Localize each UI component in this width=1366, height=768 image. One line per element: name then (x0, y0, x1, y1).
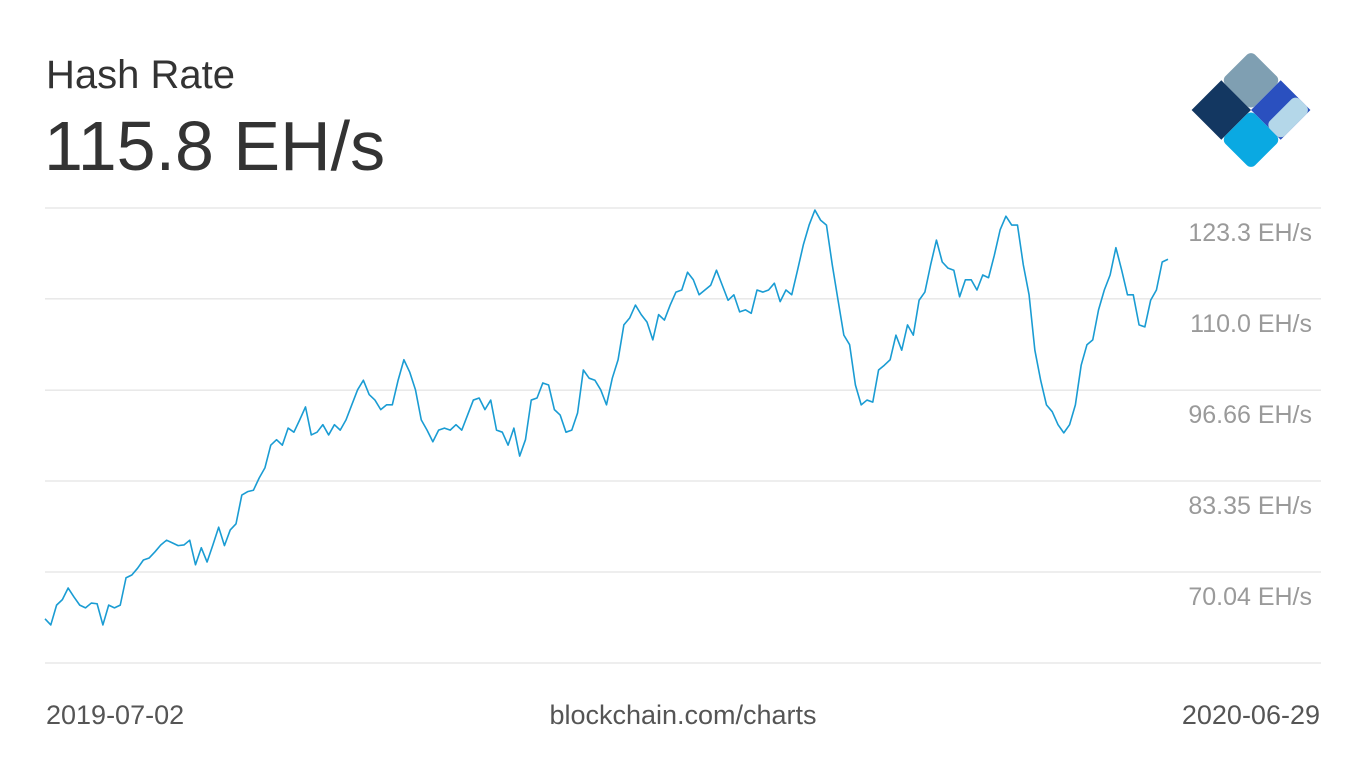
y-tick-label: 96.66 EH/s (1188, 401, 1312, 429)
y-tick-label: 83.35 EH/s (1188, 492, 1312, 520)
current-value: 115.8 EH/s (44, 107, 385, 185)
y-tick-label: 70.04 EH/s (1188, 583, 1312, 611)
data-line (44, 209, 1169, 626)
logo-tile (1268, 97, 1308, 138)
chart-title: Hash Rate (46, 53, 235, 97)
y-tick-label: 123.3 EH/s (1188, 219, 1312, 247)
end-date: 2020-06-29 (1182, 700, 1320, 730)
source: blockchain.com/charts (549, 700, 816, 730)
start-date: 2019-07-02 (46, 700, 184, 730)
logo-tile (1223, 112, 1279, 167)
y-tick-label: 110.0 EH/s (1190, 310, 1312, 338)
logo-tile (1223, 53, 1279, 108)
logo (1191, 53, 1311, 167)
